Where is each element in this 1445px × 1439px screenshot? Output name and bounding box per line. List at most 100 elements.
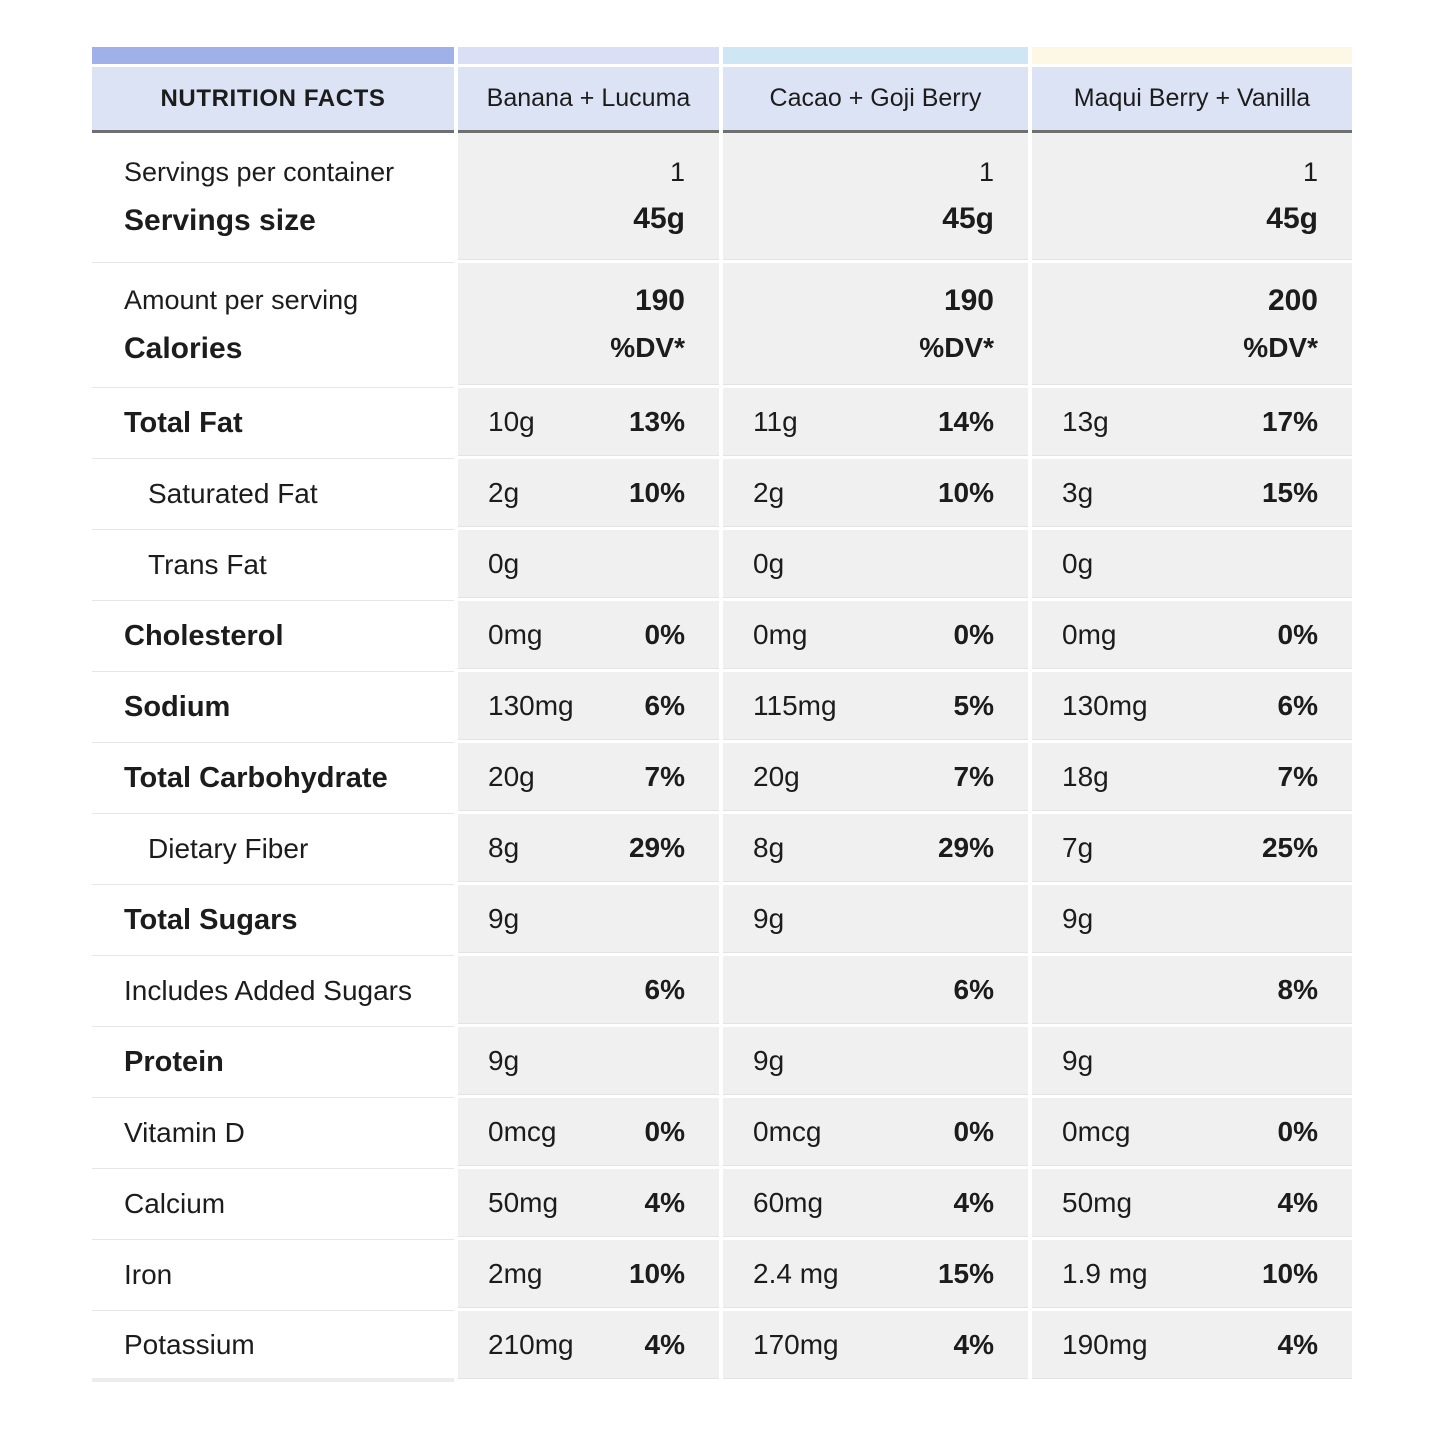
nutrient-cell: 20g 7%: [458, 743, 719, 814]
row-label-protein: Protein: [92, 1027, 454, 1098]
amount-value: 0mg: [753, 619, 808, 650]
amount-value: 115mg: [753, 690, 837, 721]
dv-value: 15%: [1261, 477, 1318, 508]
nutrient-cell: 9g: [723, 885, 1028, 956]
amount-value: 10g: [488, 406, 535, 437]
product-name: Maqui Berry + Vanilla: [1073, 84, 1311, 112]
table-title-cell: NUTRITION FACTS: [92, 67, 454, 133]
servings-cell: 1 45g: [1032, 133, 1352, 263]
column-header-product-1: Banana + Lucuma: [458, 67, 719, 133]
nutrient-cell: 50mg 4%: [458, 1169, 719, 1240]
amount-value: 60mg: [753, 1187, 824, 1218]
dv-value: 4%: [953, 1187, 994, 1218]
nutrition-facts-table: NUTRITION FACTS Banana + Lucuma Cacao + …: [92, 47, 1352, 1382]
dv-value: 4%: [644, 1187, 685, 1218]
row-label-total-sugars: Total Sugars: [92, 885, 454, 956]
dv-value: 0%: [1277, 619, 1318, 650]
row-label-text: Iron: [124, 1259, 173, 1290]
row-label-text: Dietary Fiber: [148, 833, 309, 864]
nutrient-cell: 50mg 4%: [1032, 1169, 1352, 1240]
row-label-text: Calcium: [124, 1188, 226, 1219]
nutrient-cell: 2g 10%: [723, 459, 1028, 530]
accent-bar-label-column: [92, 47, 454, 64]
amount-value: 8g: [488, 832, 520, 863]
dv-value: 25%: [1261, 832, 1318, 863]
nutrient-cell: 13g 17%: [1032, 388, 1352, 459]
amount-value: 190mg: [1062, 1329, 1148, 1360]
dv-value: 7%: [1277, 761, 1318, 792]
nutrient-cell: 9g: [458, 885, 719, 956]
amount-per-serving-label: Amount per serving: [124, 284, 359, 315]
amount-value: 2g: [753, 477, 785, 508]
amount-value: 9g: [1062, 903, 1094, 934]
row-label-total-carbohydrate: Total Carbohydrate: [92, 743, 454, 814]
table-title: NUTRITION FACTS: [160, 84, 386, 112]
servings-count: 1: [978, 157, 994, 187]
nutrient-cell: 9g: [723, 1027, 1028, 1098]
dv-value: 6%: [1277, 690, 1318, 721]
nutrient-cell: 0g: [1032, 530, 1352, 601]
row-label-dietary-fiber: Dietary Fiber: [92, 814, 454, 885]
servings-size-label: Servings size: [124, 204, 316, 237]
dv-value: 0%: [953, 1116, 994, 1147]
nutrient-cell: 210mg 4%: [458, 1311, 719, 1382]
amount-value: 8g: [753, 832, 785, 863]
dv-column-label: %DV*: [610, 332, 685, 363]
dv-column-label: %DV*: [919, 332, 994, 363]
nutrient-cell: 8g 29%: [458, 814, 719, 885]
nutrient-cell: 3g 15%: [1032, 459, 1352, 530]
dv-value: 7%: [644, 761, 685, 792]
column-header-product-3: Maqui Berry + Vanilla: [1032, 67, 1352, 133]
nutrient-cell: 9g: [1032, 885, 1352, 956]
nutrient-cell: 9g: [1032, 1027, 1352, 1098]
dv-value: 10%: [937, 477, 994, 508]
nutrient-cell: 60mg 4%: [723, 1169, 1028, 1240]
calories-value: 200: [1267, 284, 1318, 317]
amount-value: 0mcg: [753, 1116, 822, 1147]
dv-value: 6%: [644, 690, 685, 721]
accent-bar-product-2: [723, 47, 1028, 64]
dv-value: 0%: [644, 619, 685, 650]
nutrient-cell: 2mg 10%: [458, 1240, 719, 1311]
amount-value: 1.9 mg: [1062, 1258, 1148, 1289]
dv-value: 8%: [1277, 974, 1318, 1005]
amount-value: 9g: [753, 1045, 785, 1076]
row-label-trans-fat: Trans Fat: [92, 530, 454, 601]
amount-value: 0g: [1062, 548, 1094, 579]
row-label-text: Includes Added Sugars: [124, 975, 412, 1006]
amount-value: 0mg: [1062, 619, 1117, 650]
dv-value: 4%: [1277, 1329, 1318, 1360]
dv-value: 10%: [628, 1258, 685, 1289]
row-label-vitamin-d: Vitamin D: [92, 1098, 454, 1169]
row-label-text: Saturated Fat: [148, 478, 318, 509]
dv-value: 29%: [937, 832, 994, 863]
dv-value: 13%: [628, 406, 685, 437]
amount-value: 2g: [488, 477, 520, 508]
servings-count: 1: [1302, 157, 1318, 187]
amount-value: 9g: [488, 903, 520, 934]
accent-bar-product-1: [458, 47, 719, 64]
row-label-text: Total Carbohydrate: [124, 761, 388, 794]
row-label-calcium: Calcium: [92, 1169, 454, 1240]
dv-value: 29%: [628, 832, 685, 863]
dv-value: 4%: [953, 1329, 994, 1360]
dv-value: 6%: [644, 974, 685, 1005]
nutrient-cell: 190mg 4%: [1032, 1311, 1352, 1382]
row-label-total-fat: Total Fat: [92, 388, 454, 459]
calories-cell: 200 %DV*: [1032, 263, 1352, 388]
amount-value: 0g: [753, 548, 785, 579]
servings-cell: 1 45g: [723, 133, 1028, 263]
amount-value: 9g: [753, 903, 785, 934]
nutrient-cell: 18g 7%: [1032, 743, 1352, 814]
amount-value: 130mg: [488, 690, 574, 721]
row-label-text: Potassium: [124, 1328, 255, 1360]
row-label-text: Total Sugars: [124, 903, 298, 936]
amount-value: 2.4 mg: [753, 1258, 839, 1289]
servings-per-container-label: Servings per container: [124, 157, 395, 187]
dv-value: 10%: [628, 477, 685, 508]
nutrient-cell: 7g 25%: [1032, 814, 1352, 885]
amount-value: 0mcg: [1062, 1116, 1131, 1147]
servings-size: 45g: [633, 202, 685, 235]
dv-value: 7%: [953, 761, 994, 792]
dv-value: 0%: [1277, 1116, 1318, 1147]
